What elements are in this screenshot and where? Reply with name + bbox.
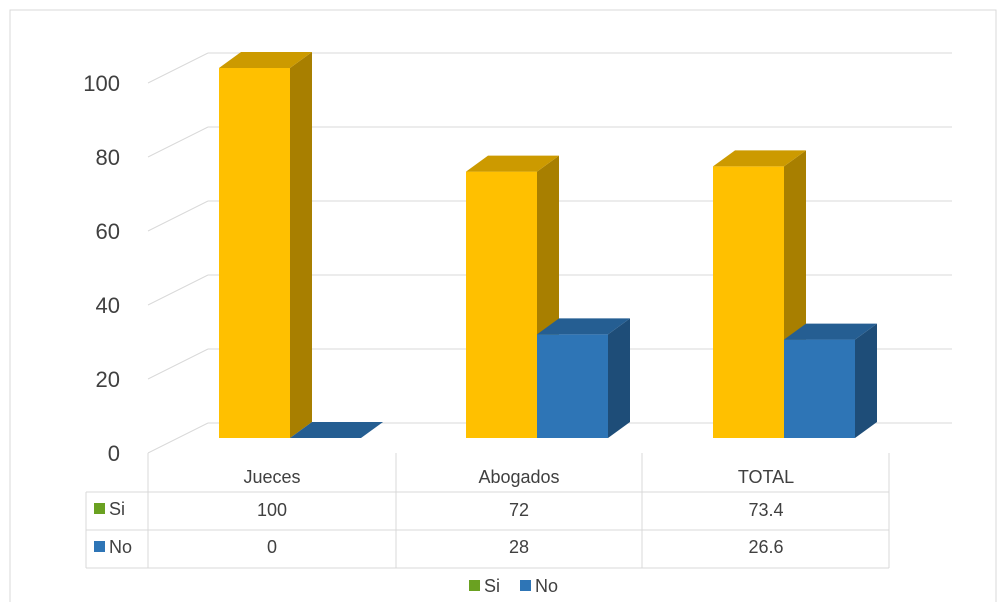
category-label-total: TOTAL [738,467,794,487]
bar-side [608,318,630,438]
bar-top [290,422,383,438]
table-row-label-si: Si [109,499,125,519]
y-tick-label: 60 [96,219,120,244]
legend-swatch-no [520,580,531,591]
bar-si-abogados [466,171,537,438]
bar-side [855,323,877,438]
bars [219,52,877,439]
table-cell-no-jueces: 0 [267,537,277,557]
y-tick-label: 40 [96,293,120,318]
table-cell-si-total: 73.4 [748,500,783,520]
y-tick-label: 100 [83,71,120,96]
table-row-label-no: No [109,537,132,557]
table-cell-si-abogados: 72 [509,500,529,520]
table-cell-no-abogados: 28 [509,537,529,557]
bar-top [466,155,559,172]
gridline-diagonal [147,422,209,454]
category-label-jueces: Jueces [243,467,300,487]
data-table: Jueces Abogados TOTAL Si No 100 72 73.4 … [85,453,890,569]
bar-side [290,52,312,438]
table-cell-si-jueces: 100 [257,500,287,520]
category-label-abogados: Abogados [478,467,559,487]
bar-top [713,150,806,167]
table-swatch-no [94,541,105,552]
gridline-diagonal [147,200,209,232]
bar-top [784,323,877,340]
bar-top [219,52,312,68]
y-axis-ticks: 0 20 40 60 80 100 [83,71,120,466]
data-table-lines [85,453,890,569]
gridline-diagonal [147,126,209,158]
y-tick-label: 80 [96,145,120,170]
bar-si-jueces [219,68,290,438]
bar-si-total [713,166,784,439]
legend-label-si: Si [484,576,500,596]
gridline-diagonal [147,52,209,84]
bar-no-total [784,339,855,438]
bar-top [537,318,630,335]
legend: Si No [469,576,558,596]
legend-label-no: No [535,576,558,596]
legend-swatch-si [469,580,480,591]
y-tick-label: 0 [108,441,120,466]
table-cell-no-total: 26.6 [748,537,783,557]
bar-no-abogados [537,334,608,438]
table-swatch-si [94,503,105,514]
gridline-diagonal [147,348,209,380]
y-tick-label: 20 [96,367,120,392]
gridline-diagonal [147,274,209,306]
